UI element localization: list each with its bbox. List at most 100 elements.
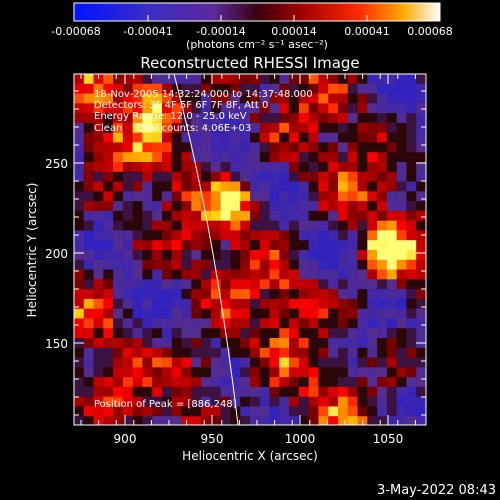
image-pixel: [230, 416, 241, 425]
image-pixel: [230, 220, 241, 231]
image-pixel: [259, 347, 270, 358]
image-pixel: [240, 308, 251, 319]
image-pixel: [74, 122, 85, 134]
image-pixel: [347, 250, 358, 261]
image-pixel: [328, 122, 339, 134]
image-pixel: [210, 279, 222, 290]
image-pixel: [191, 250, 202, 261]
image-pixel: [328, 142, 339, 153]
image-pixel: [83, 279, 94, 290]
image-pixel: [142, 377, 153, 388]
image-pixel: [250, 171, 261, 182]
image-pixel: [191, 93, 202, 104]
image-pixel: [357, 328, 368, 339]
image-pixel: [122, 308, 134, 319]
image-pixel: [250, 210, 261, 222]
image-pixel: [338, 328, 349, 339]
image-pixel: [152, 142, 163, 153]
image-pixel: [396, 201, 407, 212]
image-pixel: [210, 308, 222, 319]
image-pixel: [220, 230, 231, 241]
image-pixel: [201, 416, 212, 425]
image-pixel: [386, 191, 398, 202]
image-pixel: [220, 386, 231, 398]
image-pixel: [93, 259, 104, 270]
image-pixel: [269, 318, 280, 329]
image-pixel: [308, 240, 319, 251]
image-pixel: [367, 142, 378, 153]
image-pixel: [318, 406, 329, 417]
image-pixel: [230, 191, 241, 202]
image-pixel: [367, 83, 378, 94]
image-pixel: [113, 162, 124, 173]
image-pixel: [142, 240, 153, 251]
image-pixel: [113, 122, 124, 134]
image-pixel: [298, 396, 310, 407]
image-pixel: [113, 201, 124, 212]
image-pixel: [171, 113, 182, 124]
image-pixel: [171, 347, 182, 358]
image-pixel: [113, 83, 124, 94]
image-pixel: [328, 240, 339, 251]
image-pixel: [132, 367, 143, 378]
image-pixel: [122, 83, 134, 94]
image-pixel: [171, 386, 182, 398]
image-pixel: [201, 308, 212, 319]
image-pixel: [181, 289, 192, 300]
image-pixel: [74, 406, 85, 417]
image-pixel: [279, 142, 290, 153]
image-pixel: [289, 220, 300, 231]
image-pixel: [162, 201, 173, 212]
image-pixel: [259, 269, 270, 280]
image-pixel: [367, 347, 378, 358]
image-pixel: [191, 132, 202, 143]
image-pixel: [367, 132, 378, 143]
image-pixel: [240, 250, 251, 261]
image-pixel: [406, 259, 417, 270]
image-pixel: [103, 83, 114, 94]
image-pixel: [240, 347, 251, 358]
image-pixel: [201, 250, 212, 261]
image-pixel: [279, 367, 290, 378]
image-pixel: [289, 377, 300, 388]
image-pixel: [377, 357, 388, 368]
image-pixel: [132, 191, 143, 202]
image-pixel: [396, 171, 407, 182]
image-pixel: [93, 347, 104, 358]
image-pixel: [289, 416, 300, 425]
image-pixel: [396, 250, 407, 261]
image-pixel: [396, 220, 407, 231]
image-pixel: [93, 152, 104, 163]
image-pixel: [279, 152, 290, 163]
image-pixel: [93, 191, 104, 202]
image-pixel: [357, 279, 368, 290]
image-pixel: [93, 210, 104, 222]
image-pixel: [298, 83, 310, 94]
image-pixel: [83, 122, 94, 134]
image-pixel: [162, 386, 173, 398]
image-pixel: [357, 289, 368, 300]
image-pixel: [210, 93, 222, 104]
y-axis-label: Heliocentric Y (arcsec): [25, 183, 39, 318]
image-pixel: [171, 83, 182, 94]
image-pixel: [338, 259, 349, 270]
image-pixel: [122, 230, 134, 241]
image-pixel: [279, 406, 290, 417]
image-pixel: [220, 377, 231, 388]
image-pixel: [250, 201, 261, 212]
image-pixel: [318, 289, 329, 300]
image-pixel: [367, 210, 378, 222]
image-pixel: [74, 83, 85, 94]
image-pixel: [152, 406, 163, 417]
image-pixel: [298, 367, 310, 378]
image-pixel: [347, 74, 358, 85]
image-pixel: [406, 230, 417, 241]
image-pixel: [240, 328, 251, 339]
image-pixel: [230, 240, 241, 251]
image-pixel: [162, 377, 173, 388]
image-pixel: [289, 152, 300, 163]
image-pixel: [113, 152, 124, 163]
image-pixel: [308, 279, 319, 290]
image-pixel: [240, 220, 251, 231]
image-pixel: [259, 259, 270, 270]
